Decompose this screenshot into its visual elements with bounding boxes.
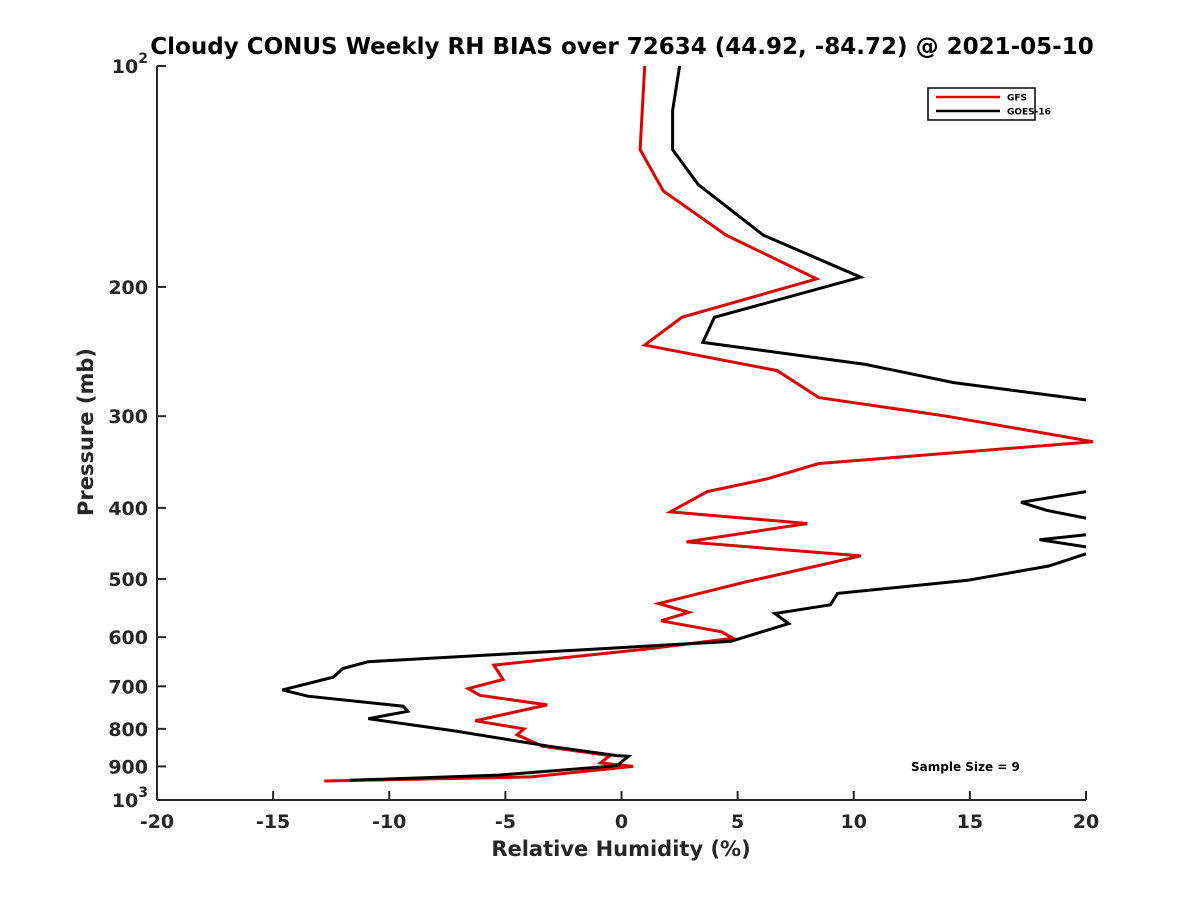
x-tick-label: -10 xyxy=(372,811,406,833)
x-tick-label: 20 xyxy=(1073,811,1099,833)
axes xyxy=(156,66,1086,801)
y-tick-label: 900 xyxy=(108,756,148,778)
y-axis-label: Pressure (mb) xyxy=(74,348,98,516)
y-tick-base: 10 xyxy=(112,56,138,78)
y-tick-label: 700 xyxy=(108,676,148,698)
x-tick-label: -20 xyxy=(140,811,174,833)
x-tick-label: 10 xyxy=(841,811,867,833)
plot-area xyxy=(282,65,1094,783)
x-tick-label: -5 xyxy=(495,811,516,833)
y-tick-exponent: 2 xyxy=(138,51,148,67)
y-tick-label: 102 xyxy=(112,51,148,78)
y-tick-label: 400 xyxy=(108,498,148,520)
x-tick-label: 15 xyxy=(957,811,983,833)
x-tick-label: -15 xyxy=(256,811,290,833)
legend: GFS GOES-16 xyxy=(927,87,1051,121)
y-tick-label: 600 xyxy=(108,627,148,649)
series-line-goes-16 xyxy=(282,65,1087,782)
legend-box xyxy=(927,87,1036,121)
x-tick-label: 0 xyxy=(615,811,628,833)
x-axis-ticks: -20 -15 -10 -5 0 5 10 15 20 xyxy=(140,791,1099,833)
y-tick-label: 500 xyxy=(108,569,148,591)
y-tick-base: 10 xyxy=(112,790,138,812)
x-tick-label: 5 xyxy=(731,811,744,833)
y-tick-label: 300 xyxy=(108,406,148,428)
sample-size-annotation: Sample Size = 9 xyxy=(911,760,1020,774)
y-tick-label: 800 xyxy=(108,719,148,741)
legend-label: GFS xyxy=(1007,94,1027,104)
y-tick-label: 200 xyxy=(108,277,148,299)
y-tick-label: 103 xyxy=(112,785,148,812)
x-axis-label: Relative Humidity (%) xyxy=(491,837,750,861)
chart-title: Cloudy CONUS Weekly RH BIAS over 72634 (… xyxy=(150,34,1093,60)
series-line-gfs xyxy=(324,65,1094,783)
legend-label: GOES-16 xyxy=(1007,108,1051,118)
y-tick-exponent: 3 xyxy=(138,785,148,801)
